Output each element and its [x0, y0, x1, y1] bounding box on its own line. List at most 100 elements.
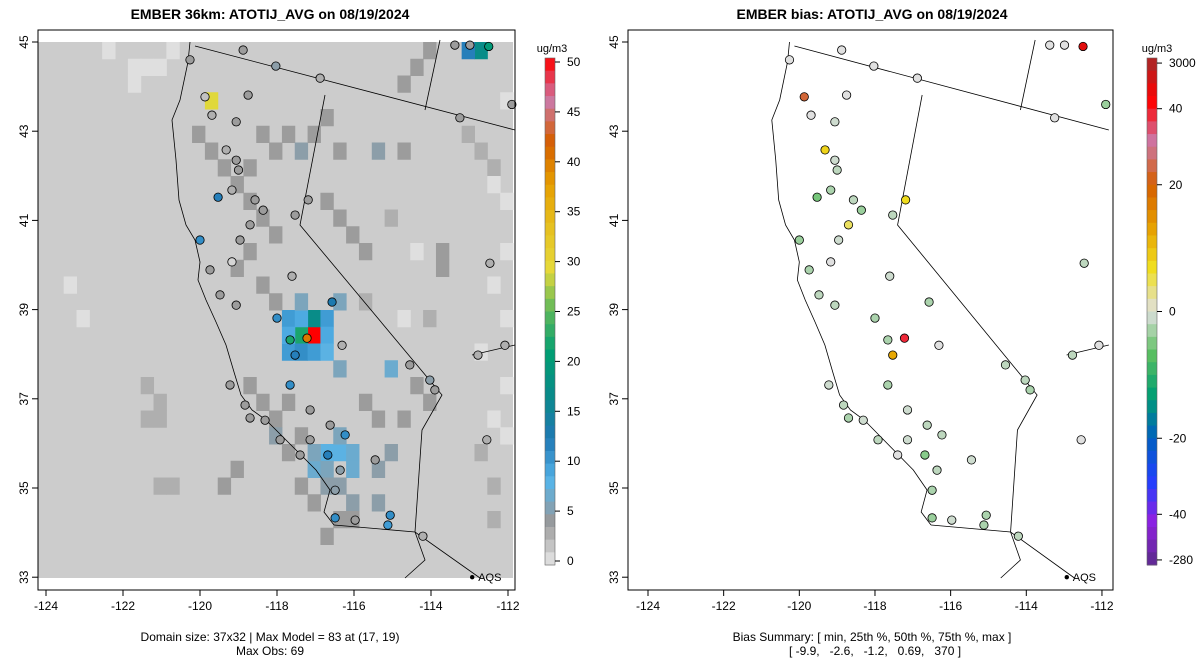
- right-footer-2: [ -9.9, -2.6, -1.2, 0.69, 370 ]: [789, 644, 961, 658]
- grid-cell: [281, 444, 296, 462]
- colorbar-tick-label: 25: [567, 305, 581, 319]
- station-marker: [200, 92, 210, 102]
- grid-cell: [435, 259, 450, 277]
- state-border: [424, 39, 441, 111]
- colorbar-segment: [545, 96, 555, 110]
- station-marker: [885, 271, 895, 281]
- colorbar-segment: [1147, 248, 1157, 262]
- station-marker: [330, 513, 340, 523]
- colorbar-segment: [545, 438, 555, 452]
- x-tick-label: -120: [188, 599, 212, 613]
- x-tick-label: -122: [712, 599, 736, 613]
- grid-cell: [320, 343, 334, 361]
- station-marker: [830, 155, 840, 165]
- station-marker: [450, 40, 460, 50]
- grid-cell: [281, 125, 296, 143]
- colorbar-segment: [545, 184, 555, 198]
- colorbar-segment: [1147, 362, 1157, 376]
- station-marker: [227, 185, 237, 195]
- station-marker: [873, 435, 883, 445]
- colorbar-segment: [1147, 96, 1157, 110]
- colorbar-tick-label: 0: [567, 554, 574, 568]
- grid-cell: [371, 494, 386, 512]
- colorbar-segment: [1147, 425, 1157, 439]
- colorbar-tick-label: 50: [567, 55, 581, 69]
- grid-cell: [371, 460, 386, 478]
- plot-frame: [627, 29, 1114, 591]
- left-footer-2: Max Obs: 69: [236, 644, 304, 658]
- grid-cell: [256, 209, 270, 227]
- station-marker: [195, 235, 205, 245]
- colorbar-segment: [1147, 476, 1157, 490]
- station-marker: [250, 195, 260, 205]
- station-marker: [287, 271, 297, 281]
- grid-cell: [320, 192, 334, 210]
- station-marker: [981, 510, 991, 520]
- station-marker: [465, 40, 475, 50]
- grid-cell: [307, 310, 321, 328]
- grid-cell: [384, 209, 398, 227]
- grid-cell: [127, 75, 142, 93]
- station-marker: [932, 465, 942, 475]
- station-marker: [804, 265, 814, 275]
- grid-cell: [294, 142, 309, 160]
- station-marker: [315, 73, 325, 83]
- grid-cell: [333, 360, 347, 378]
- grid-cell: [294, 293, 309, 311]
- grid-cell: [487, 511, 501, 529]
- x-tick-label: -112: [496, 599, 519, 613]
- colorbar-tick-label: 45: [567, 105, 581, 119]
- station-marker: [290, 210, 300, 220]
- colorbar-segment: [1147, 336, 1157, 351]
- station-marker: [1000, 360, 1011, 370]
- x-tick-label: -116: [342, 599, 365, 613]
- colorbar-tick-label: -20: [1169, 431, 1187, 445]
- grid-cell: [487, 410, 501, 428]
- grid-cell: [63, 276, 78, 294]
- colorbar-segment: [1147, 222, 1157, 236]
- colorbar-segment: [545, 476, 555, 490]
- colorbar-tick-label: 3000: [1169, 56, 1196, 70]
- station-marker: [1059, 40, 1070, 50]
- station-marker: [843, 220, 854, 230]
- station-marker: [295, 450, 305, 460]
- grid-cell: [269, 410, 283, 428]
- aqs-legend-label: AQS: [478, 572, 501, 584]
- station-marker: [888, 210, 898, 220]
- y-tick-label: 33: [607, 570, 621, 584]
- grid-cell: [153, 393, 167, 411]
- right-colorbar-units: ug/m3: [1142, 43, 1173, 55]
- grid-cell: [423, 393, 437, 411]
- station-marker: [303, 195, 313, 205]
- colorbar-segment: [1147, 197, 1157, 211]
- station-marker: [430, 385, 440, 395]
- station-marker: [485, 258, 495, 268]
- station-marker: [1067, 350, 1078, 360]
- x-tick-label: -122: [111, 599, 135, 613]
- colorbar-segment: [1147, 159, 1157, 173]
- grid-cell: [358, 243, 373, 261]
- station-marker: [213, 192, 223, 202]
- colorbar-segment: [545, 210, 555, 224]
- station-marker: [1050, 113, 1060, 123]
- station-marker: [245, 413, 255, 423]
- station-marker: [832, 165, 842, 175]
- colorbar-segment: [545, 412, 555, 427]
- colorbar-segment: [1147, 387, 1157, 401]
- colorbar-segment: [545, 146, 555, 160]
- station-marker: [290, 350, 300, 360]
- station-marker: [922, 420, 932, 430]
- station-marker: [260, 415, 270, 425]
- station-marker: [305, 435, 315, 445]
- colorbar-segment: [545, 324, 555, 338]
- station-marker: [207, 110, 217, 120]
- colorbar-segment: [545, 311, 555, 325]
- colorbar-tick-label: 40: [1169, 102, 1183, 116]
- coastline: [771, 41, 932, 526]
- station-marker: [947, 515, 957, 525]
- colorbar-segment: [1147, 463, 1157, 477]
- left-footer-1: Domain size: 37x32 | Max Model = 83 at (…: [141, 630, 400, 644]
- grid-cell: [487, 159, 501, 177]
- station-marker: [258, 205, 268, 215]
- x-tick-label: -124: [636, 599, 660, 613]
